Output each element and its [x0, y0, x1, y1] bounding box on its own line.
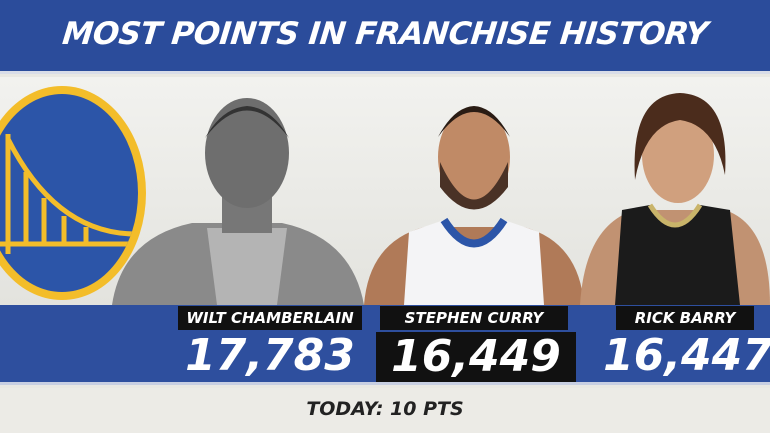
- player-points: 16,449: [391, 331, 561, 382]
- team-logo: [0, 86, 146, 300]
- graphic-title: MOST POINTS IN FRANCHISE HISTORY: [60, 16, 710, 52]
- today-points: TODAY: 10 PTS: [306, 398, 464, 420]
- player-photo-wilt: [112, 88, 364, 305]
- footer-bar: [0, 388, 770, 433]
- title-banner: MOST POINTS IN FRANCHISE HISTORY: [0, 0, 770, 74]
- player-name-label: STEPHEN CURRY: [380, 306, 568, 330]
- player-points: 16,447: [603, 330, 770, 381]
- player-points: 17,783: [185, 330, 355, 381]
- highlight-box: [376, 332, 576, 382]
- player-name-label: WILT CHAMBERLAIN: [178, 306, 362, 330]
- player-photo-barry: [580, 85, 770, 305]
- player-photo-curry: [364, 92, 584, 305]
- bridge-icon: [0, 134, 138, 254]
- player-name-label: RICK BARRY: [616, 306, 754, 330]
